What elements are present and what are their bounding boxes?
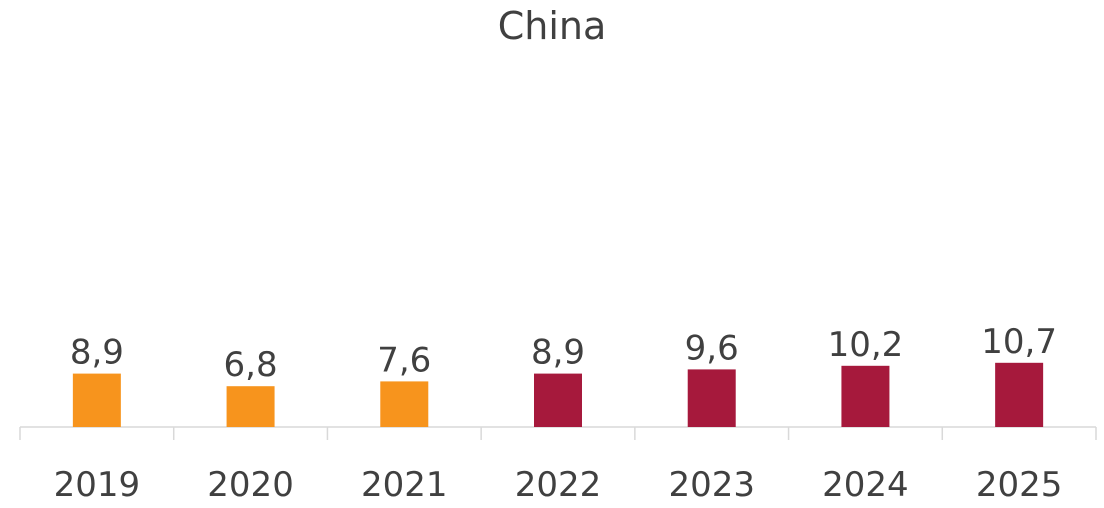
bar-2019 <box>72 373 121 427</box>
bar-2020 <box>226 386 275 427</box>
chart-title: China <box>497 4 607 48</box>
bar-2021 <box>380 381 429 427</box>
data-label-2022: 8,9 <box>531 333 585 373</box>
x-tick-label-2021: 2021 <box>361 465 448 503</box>
bar-2025 <box>995 362 1044 427</box>
data-label-2024: 10,2 <box>828 325 904 365</box>
x-tick-label-2020: 2020 <box>207 465 294 503</box>
x-tick-label-2025: 2025 <box>976 465 1063 503</box>
data-label-2025: 10,7 <box>981 322 1057 362</box>
data-label-2021: 7,6 <box>377 340 431 380</box>
bar-2022 <box>534 373 582 427</box>
x-tick-label-2023: 2023 <box>668 465 755 503</box>
bar-2024 <box>841 365 890 427</box>
data-label-2023: 9,6 <box>685 328 739 368</box>
x-tick-label-2019: 2019 <box>54 465 141 503</box>
x-tick-label-2022: 2022 <box>515 465 602 503</box>
data-label-2019: 8,9 <box>70 333 124 373</box>
x-tick-label-2024: 2024 <box>822 465 909 503</box>
data-label-2020: 6,8 <box>224 345 278 385</box>
bar-2023 <box>687 369 736 427</box>
